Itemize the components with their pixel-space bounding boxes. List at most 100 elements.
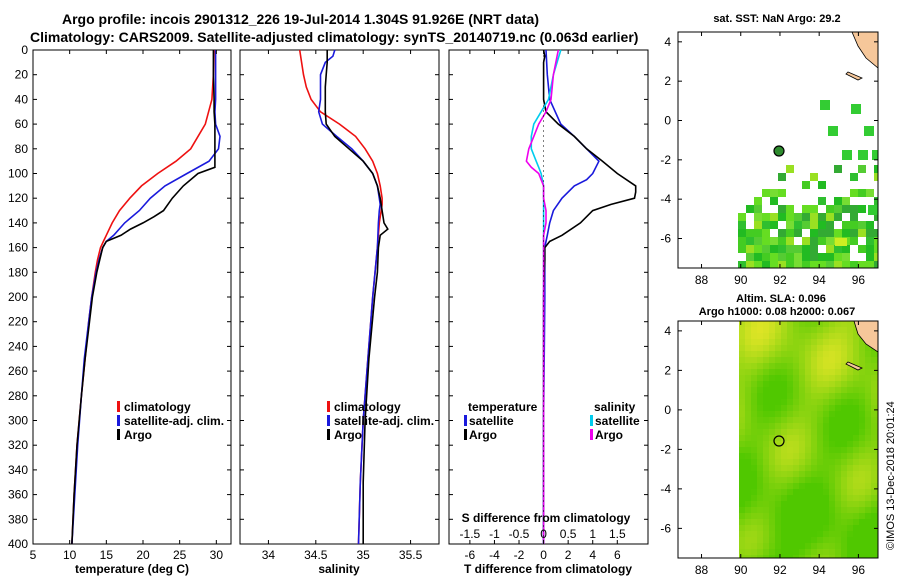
sla-cell — [739, 537, 746, 544]
sst-cell — [818, 197, 826, 205]
sla-cell — [781, 399, 788, 406]
sla-cell — [769, 471, 776, 478]
sst-cell — [786, 253, 794, 261]
sla-cell — [787, 405, 794, 412]
sla-cell — [745, 549, 752, 556]
sla-cell — [751, 423, 758, 430]
sla-cell — [763, 543, 770, 550]
sst-cell — [802, 261, 810, 268]
sst-cell — [874, 261, 878, 268]
sla-cell — [775, 447, 782, 454]
sla-cell — [823, 441, 830, 448]
sla-cell — [769, 465, 776, 472]
sla-cell — [811, 375, 818, 382]
sla-cell — [835, 555, 842, 558]
sla-cell — [775, 387, 782, 394]
sla-cell — [829, 495, 836, 502]
sla-cell — [835, 519, 842, 526]
sla-cell — [811, 543, 818, 550]
sla-cell — [769, 423, 776, 430]
sst-cell — [834, 213, 842, 221]
sla-cell — [823, 513, 830, 520]
depth-tick-label: 80 — [15, 142, 29, 156]
sla-cell — [859, 549, 866, 556]
sla-cell — [859, 423, 866, 430]
sla-cell — [757, 471, 764, 478]
sla-cell — [799, 423, 806, 430]
sla-cell — [757, 495, 764, 502]
sla-cell — [829, 327, 836, 334]
sla-cell — [793, 447, 800, 454]
sla-cell — [871, 477, 878, 484]
sst-cell — [794, 253, 802, 261]
difference-legend: temperature satellite Argo salinity sate… — [464, 400, 640, 442]
sla-cell — [799, 333, 806, 340]
sla-cell — [787, 483, 794, 490]
sla-cell — [781, 405, 788, 412]
sla-cell — [841, 519, 848, 526]
sst-cell — [818, 253, 826, 261]
sla-cell — [817, 387, 824, 394]
sla-cell — [847, 429, 854, 436]
map-y-tick-label: -4 — [660, 192, 671, 206]
sla-cell — [757, 327, 764, 334]
temperature-axis-label: temperature (deg C) — [75, 562, 189, 576]
sla-cell — [739, 549, 746, 556]
sla-cell — [787, 519, 794, 526]
sla-cell — [829, 477, 836, 484]
sla-cell — [787, 543, 794, 550]
sla-cell — [799, 387, 806, 394]
sst-cell — [746, 245, 754, 253]
sla-cell — [871, 405, 878, 412]
sla-cell — [859, 429, 866, 436]
sla-cell — [847, 507, 854, 514]
sla-cell — [745, 465, 752, 472]
sla-cell — [835, 483, 842, 490]
sla-cell — [859, 507, 866, 514]
sla-cell — [817, 471, 824, 478]
sla-cell — [793, 483, 800, 490]
sla-cell — [787, 507, 794, 514]
sla-cell — [829, 465, 836, 472]
sla-cell — [811, 507, 818, 514]
depth-tick-label: 100 — [8, 167, 28, 181]
temperature-series — [71, 49, 221, 545]
sla-cell — [823, 459, 830, 466]
sla-cell — [751, 543, 758, 550]
sla-cell — [751, 393, 758, 400]
sst-cell — [858, 150, 868, 160]
sla-cell — [835, 357, 842, 364]
sla-cell — [853, 471, 860, 478]
sst-cell — [786, 213, 794, 221]
legend-climatology: climatology — [124, 400, 191, 414]
sla-cell — [853, 351, 860, 358]
sla-cell — [793, 363, 800, 370]
sla-cell — [811, 387, 818, 394]
sst-cell — [850, 189, 858, 197]
sla-cell — [745, 519, 752, 526]
sla-cell — [763, 345, 770, 352]
sla-cell — [739, 423, 746, 430]
sla-cell — [817, 393, 824, 400]
sla-cell — [739, 447, 746, 454]
sla-cell — [745, 555, 752, 558]
sla-cell — [787, 531, 794, 538]
depth-axis: 0 20 40 60 80 100 120 140 160 180 200 220 240 260 280 3… — [8, 43, 648, 551]
sla-cell — [781, 363, 788, 370]
sst-cell — [770, 261, 778, 268]
sla-cell — [805, 381, 812, 388]
sst-cell — [746, 253, 754, 261]
sla-cell — [757, 513, 764, 520]
sla-cell — [787, 387, 794, 394]
sla-cell — [829, 435, 836, 442]
series-line-climatology — [71, 49, 215, 545]
sla-cell — [775, 357, 782, 364]
sla-cell — [805, 357, 812, 364]
sst-cell — [778, 213, 786, 221]
sla-cell — [775, 435, 782, 442]
sla-cell — [865, 375, 872, 382]
sla-cell — [871, 483, 878, 490]
sst-cell — [778, 173, 786, 181]
sla-cell — [775, 543, 782, 550]
legend-swatch-satellite — [327, 415, 330, 426]
